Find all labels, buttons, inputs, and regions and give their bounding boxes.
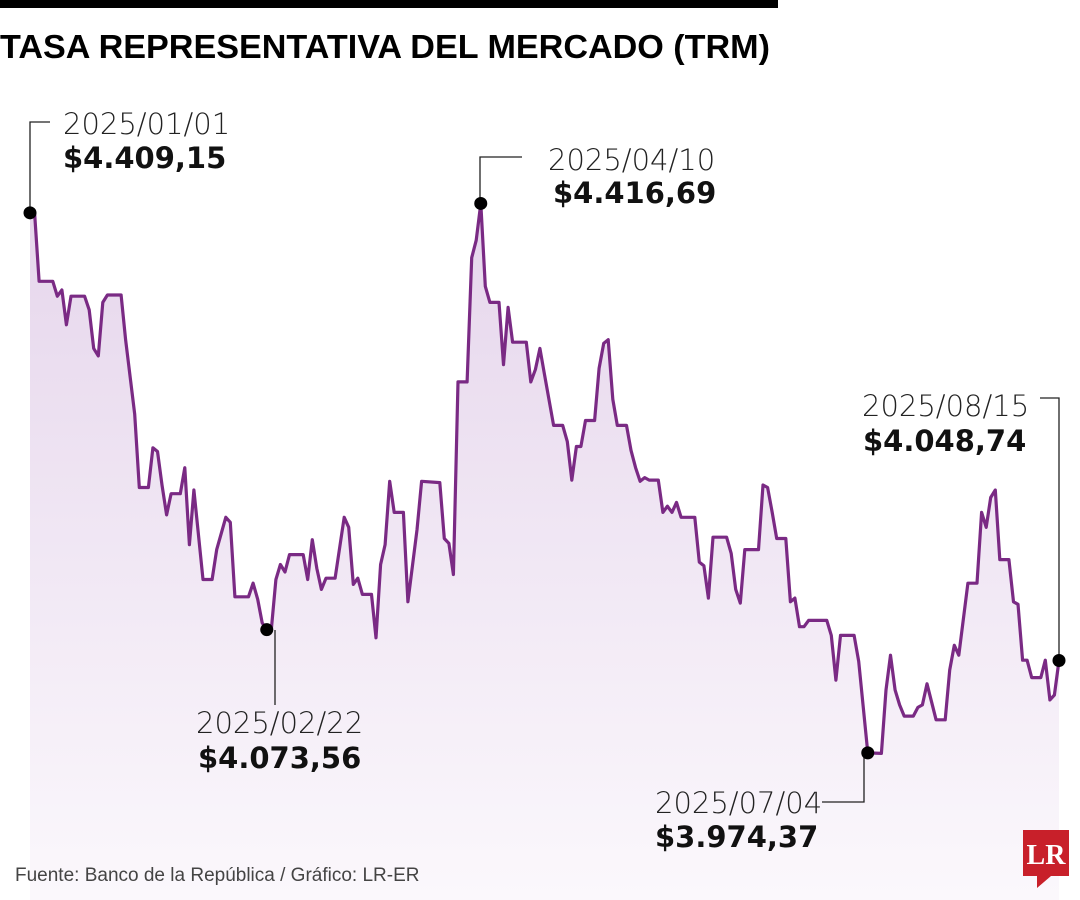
annotation-date-apr10: 2025/04/10 (548, 143, 715, 177)
annotation-value-jan01: $4.409,15 (63, 141, 226, 175)
annotation-point-2025-02-22 (260, 623, 274, 637)
leader-line-jul04 (822, 753, 865, 803)
series-line (29, 201, 1061, 755)
leader-line-jan01 (29, 121, 50, 213)
annotation-value-apr10: $4.416,69 (553, 176, 716, 210)
annotation-date-aug15: 2025/08/15 (862, 389, 1029, 423)
leader-line-aug15 (1040, 397, 1060, 660)
annotation-date-jan01: 2025/01/01 (63, 107, 230, 141)
leader-line-apr10 (479, 156, 522, 205)
svg-text:LR: LR (1027, 840, 1067, 871)
annotation-value-jul04: $3.974,37 (655, 820, 818, 854)
top-bar (0, 0, 778, 8)
annotation-point-2025-08-15 (1052, 654, 1066, 668)
annotation-value-aug15: $4.048,74 (863, 424, 1026, 458)
annotation-point-2025-04-10 (474, 196, 488, 210)
annotation-point-2025-01-01 (23, 206, 37, 220)
lr-logo: LR (1023, 830, 1069, 888)
series-area (30, 203, 1059, 900)
annotation-date-feb22: 2025/02/22 (196, 706, 363, 740)
annotation-date-jul04: 2025/07/04 (655, 786, 822, 820)
annotation-point-2025-07-04 (861, 746, 875, 760)
chart-title: TASA REPRESENTATIVA DEL MERCADO (TRM) (0, 28, 770, 65)
source-note: Fuente: Banco de la República / Gráfico:… (15, 865, 419, 886)
annotation-value-feb22: $4.073,56 (198, 741, 361, 775)
